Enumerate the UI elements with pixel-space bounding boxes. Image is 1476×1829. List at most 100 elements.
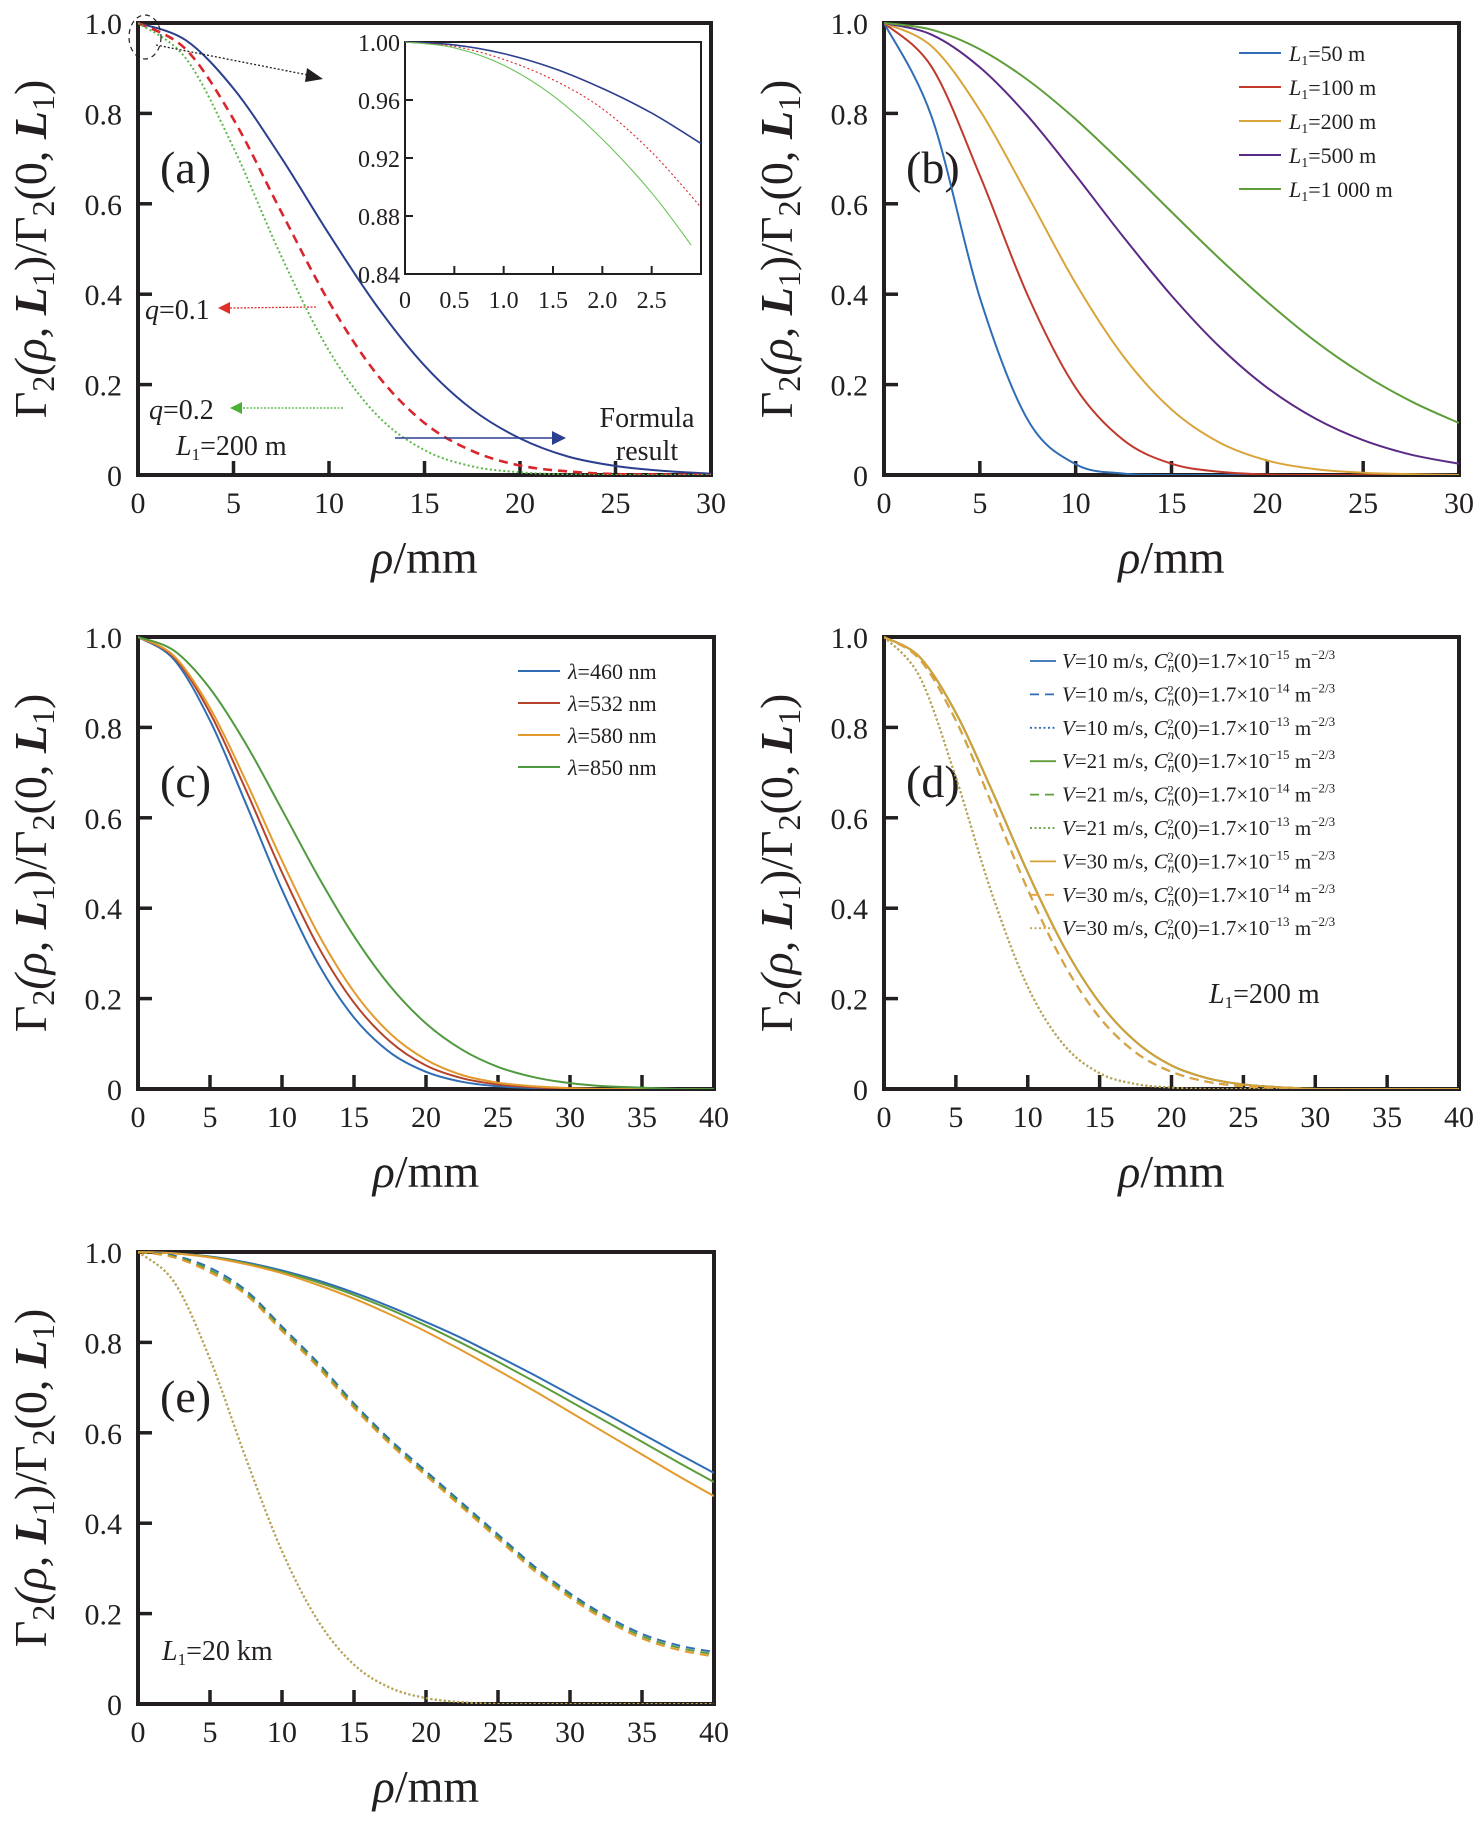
- y-tick-label: 0.6: [85, 803, 123, 836]
- legend-speed: =30 m/s,: [1075, 849, 1154, 873]
- y-title-paren: ): [5, 694, 56, 709]
- legend-V: V: [1062, 849, 1077, 873]
- legend-L: L: [1288, 75, 1301, 100]
- legend-subscript: n: [1168, 860, 1175, 875]
- legend-value: =850 nm: [578, 755, 657, 780]
- legend-unit-exponent: −2/3: [1311, 680, 1335, 695]
- x-title-rho: ρ: [369, 532, 393, 583]
- legend-superscript: 2: [1167, 749, 1174, 764]
- y-title-paren: ): [5, 1309, 56, 1324]
- panel-label: (c): [160, 756, 211, 807]
- y-tick-label: 1.0: [831, 622, 869, 655]
- y-title-subscript: 2: [771, 814, 807, 830]
- legend-label: V=10 m/s, Cn2(0)=1.7×10−15 m−2/3: [1062, 647, 1335, 675]
- legend-subscript: n: [1168, 660, 1175, 675]
- annotation-q: q: [145, 295, 159, 326]
- y-tick-label: 0.6: [85, 189, 123, 222]
- y-title-subscript: 1: [25, 271, 61, 287]
- legend-subscript: n: [1168, 727, 1175, 742]
- x-tick-label: 20: [1157, 1101, 1187, 1134]
- y-title-gamma: Γ: [5, 1621, 56, 1648]
- y-title-subscript: 1: [771, 271, 807, 287]
- legend-value: =460 nm: [578, 659, 657, 684]
- y-tick-label: 0.6: [831, 803, 869, 836]
- legend-value: (0)=1.7×10: [1174, 883, 1269, 907]
- y-tick-label: 0.2: [85, 1599, 123, 1632]
- y-tick-label: 0.2: [85, 370, 123, 403]
- legend-unit: m: [1290, 682, 1312, 706]
- legend-V: V: [1062, 883, 1077, 907]
- x-title-unit: /mm: [393, 532, 478, 583]
- x-tick-label: 5: [948, 1101, 963, 1134]
- y-title-L: L: [751, 111, 802, 140]
- legend-lambda: λ: [567, 755, 578, 780]
- legend-V: V: [1062, 716, 1077, 740]
- y-axis-title: Γ2(ρ, L1)/Γ2(0, L1): [751, 694, 807, 1033]
- x-tick-label: 10: [267, 1716, 297, 1749]
- legend-superscript: 2: [1167, 783, 1174, 798]
- x-tick-label: 25: [1348, 487, 1378, 520]
- y-title-subscript: 1: [771, 95, 807, 111]
- legend-C: C: [1154, 849, 1169, 873]
- y-title-subscript: 1: [771, 709, 807, 725]
- x-tick-label: 25: [1228, 1101, 1258, 1134]
- x-tick-label: 0.5: [439, 288, 469, 314]
- y-axis-title: Γ2(ρ, L1)/Γ2(0, L1): [5, 694, 61, 1033]
- y-title-subscript: 2: [25, 814, 61, 830]
- legend-speed: =10 m/s,: [1075, 682, 1154, 706]
- legend-unit-exponent: −2/3: [1311, 881, 1335, 896]
- annotation-value: =20 km: [186, 1636, 273, 1667]
- x-tick-label: 30: [696, 487, 726, 520]
- x-tick-label: 25: [483, 1716, 513, 1749]
- x-tick-label: 15: [410, 487, 440, 520]
- legend-label: λ=460 nm: [567, 659, 657, 684]
- legend-speed: =21 m/s,: [1075, 783, 1154, 807]
- y-title-subscript: 1: [25, 1324, 61, 1340]
- legend-item: V=10 m/s, Cn2(0)=1.7×10−13 m−2/3: [1030, 714, 1335, 742]
- series-line: [138, 1251, 714, 1497]
- y-title-gamma: Γ: [751, 1006, 802, 1033]
- zoom-region-ellipse: [128, 14, 162, 60]
- y-tick-label: 0.4: [85, 279, 123, 312]
- legend-unit-exponent: −2/3: [1311, 847, 1335, 862]
- x-tick-label: 40: [699, 1101, 729, 1134]
- series-line: [884, 22, 1459, 475]
- y-title-rho: (ρ,: [5, 1544, 56, 1604]
- y-title-zero: (0,: [5, 139, 56, 200]
- y-title-subscript: 2: [771, 376, 807, 392]
- legend-value: (0)=1.7×10: [1174, 749, 1269, 773]
- legend-item: λ=532 nm: [518, 691, 657, 716]
- legend-value: (0)=1.7×10: [1174, 816, 1269, 840]
- x-tick-label: 20: [411, 1716, 441, 1749]
- series-line: [138, 636, 714, 1089]
- y-tick-label: 1.0: [85, 622, 123, 655]
- x-tick-label: 30: [555, 1716, 585, 1749]
- y-title-L: L: [5, 111, 56, 140]
- legend-value: (0)=1.7×10: [1174, 849, 1269, 873]
- annotation-L1: L1=20 km: [161, 1636, 273, 1669]
- series-line: [884, 22, 1459, 475]
- y-tick-label: 0.4: [85, 893, 123, 926]
- panel-label: (d): [906, 756, 960, 807]
- series-line: [138, 22, 711, 475]
- legend-item: V=10 m/s, Cn2(0)=1.7×10−14 m−2/3: [1030, 680, 1335, 708]
- legend-L: L: [1288, 109, 1301, 134]
- y-title-paren: ): [5, 80, 56, 95]
- y-title-gamma: )/Γ: [5, 216, 56, 271]
- legend-subscript: 1: [1301, 54, 1308, 69]
- legend-subscript: n: [1168, 693, 1175, 708]
- y-title-paren: ): [751, 80, 802, 95]
- legend-value: =200 m: [1308, 109, 1376, 134]
- series-line: [884, 22, 1459, 465]
- x-axis-title: ρ/mm: [1116, 1146, 1225, 1197]
- x-tick-label: 2.5: [637, 288, 667, 314]
- legend-exponent: −14: [1269, 680, 1290, 695]
- zoom-arrow-line: [155, 44, 309, 76]
- legend-item: V=21 m/s, Cn2(0)=1.7×10−13 m−2/3: [1030, 814, 1335, 842]
- x-axis-title: ρ/mm: [369, 532, 478, 583]
- x-tick-label: 0: [399, 288, 411, 314]
- y-tick-label: 0: [107, 460, 122, 493]
- legend-subscript: n: [1168, 760, 1175, 775]
- legend-speed: =21 m/s,: [1075, 816, 1154, 840]
- legend-L: L: [1288, 41, 1301, 66]
